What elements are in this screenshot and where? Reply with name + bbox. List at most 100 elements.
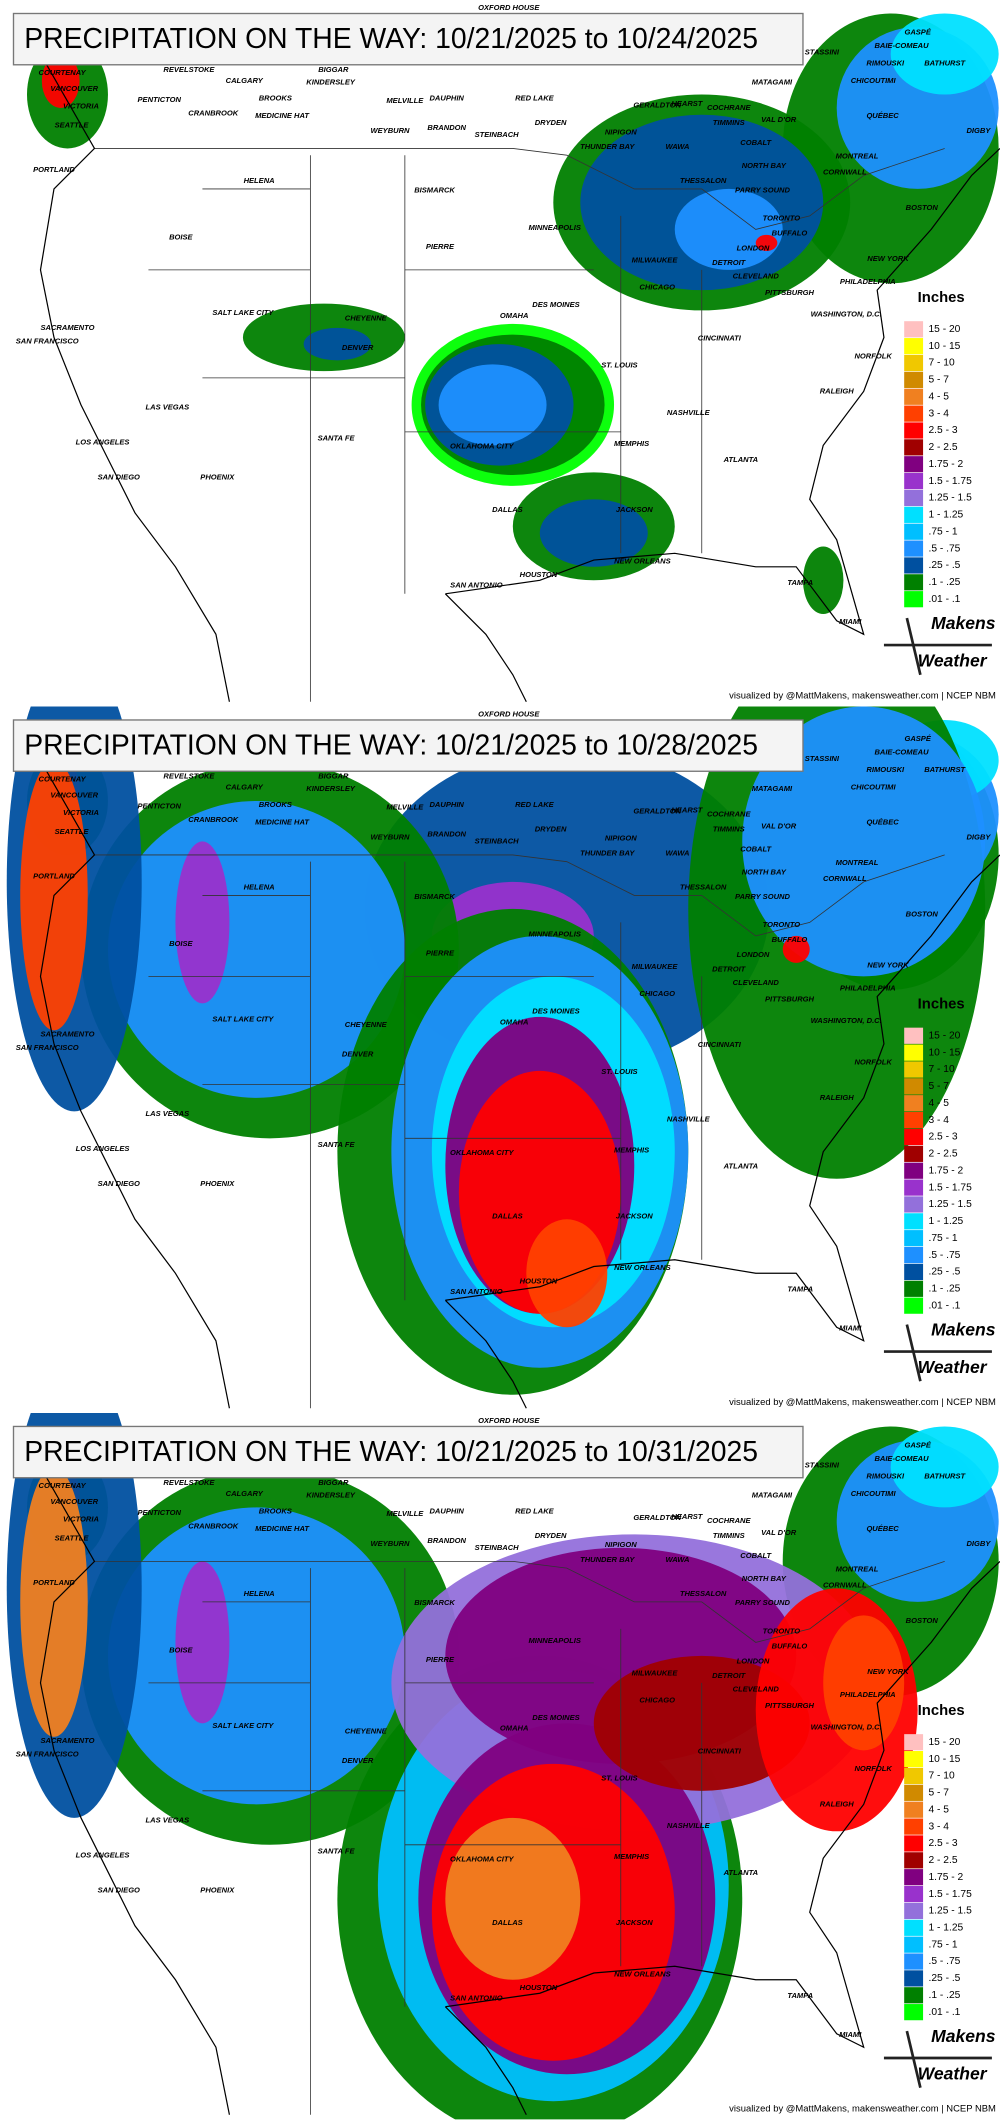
city-label: QUÉBEC [866,1524,899,1533]
city-label: COCHRANE [707,103,752,112]
city-label: STEINBACH [475,1543,520,1552]
city-label: MELVILLE [386,803,424,812]
legend-label: 3 - 4 [928,1115,949,1126]
city-label: MILWAUKEE [632,1668,679,1677]
city-label: DAUPHIN [429,800,464,809]
city-label: MILWAUKEE [632,962,679,971]
city-label: OXFORD HOUSE [478,3,540,12]
logo-top: Makens [931,1319,996,1339]
city-label: NORTH BAY [742,867,787,876]
city-label: LAS VEGAS [146,1816,190,1825]
city-label: PARRY SOUND [735,892,790,901]
city-label: CHICAGO [639,282,675,291]
city-label: PARRY SOUND [735,1598,790,1607]
precip-area [823,1615,905,1751]
city-label: LOS ANGELES [76,438,130,447]
city-label: CINCINNATI [698,1747,742,1756]
legend-label: 2.5 - 3 [928,1132,957,1143]
city-label: ATLANTA [723,1868,759,1877]
legend-label: 1.25 - 1.5 [928,1906,972,1917]
city-label: BATHURST [924,1471,966,1480]
city-label: SAN ANTONIO [450,581,503,590]
city-label: WAWA [666,849,690,858]
legend-label: .25 - .5 [928,1973,960,1984]
city-label: PITTSBURGH [765,1701,815,1710]
legend-swatch [904,388,924,405]
city-label: CHEYENNE [345,1726,388,1735]
city-label: MEDICINE HAT [255,818,310,827]
city-label: GASPÉ [904,27,931,36]
city-label: QUÉBEC [866,111,899,120]
city-label: SAN DIEGO [98,473,140,482]
legend-swatch [904,1734,924,1751]
city-label: TORONTO [763,214,801,223]
city-label: PHOENIX [200,1179,235,1188]
city-label: DES MOINES [532,1006,579,1015]
city-label: CRANBROOK [188,1521,238,1530]
city-label: CHICOUTIMI [851,1489,897,1498]
city-label: NASHVILLE [667,1114,711,1123]
city-label: THUNDER BAY [580,849,635,858]
city-label: SALT LAKE CITY [212,1015,274,1024]
legend-swatch [904,1078,924,1095]
city-label: DENVER [342,1050,374,1059]
city-label: DENVER [342,343,374,352]
city-label: LONDON [737,243,770,252]
legend-swatch [904,1027,924,1044]
city-label: WEYBURN [371,126,411,135]
city-label: DES MOINES [532,1713,579,1722]
city-label: BOISE [169,233,193,242]
coastline [39,760,1000,1409]
city-label: BUFFALO [772,1641,808,1650]
city-label: OKLAHOMA CITY [450,442,514,451]
legend-swatch [904,1885,924,1903]
city-label: NEW ORLEANS [614,556,671,565]
city-label: BROOKS [259,1506,292,1515]
city-label: NORFOLK [854,1058,892,1067]
legend-swatch [904,1297,924,1314]
city-label: VAL D'OR [761,1528,797,1537]
legend-label: 2 - 2.5 [928,1855,957,1866]
city-label: OKLAHOMA CITY [450,1148,514,1157]
legend-swatch [904,1196,924,1213]
city-label: OMAHA [500,1724,529,1733]
legend-swatch [904,1061,924,1078]
city-label: SANTA FE [318,1847,356,1856]
city-label: MELVILLE [386,96,424,105]
legend-swatch [904,1919,924,1936]
legend-label: 1.5 - 1.75 [928,1182,972,1193]
city-label: BROOKS [259,800,292,809]
legend-label: 15 - 20 [928,1030,960,1041]
city-label: ATLANTA [723,455,759,464]
legend-swatch [904,1852,924,1869]
city-label: DIGBY [966,126,991,135]
legend-label: 1 - 1.25 [928,1216,963,1227]
title-box [12,1425,804,1479]
precip-area [674,188,783,270]
city-label: GERALDTON [633,100,681,109]
city-label: MATAGAMI [752,1490,793,1499]
city-label: PHOENIX [200,473,235,482]
legend-label: 2.5 - 3 [928,425,957,436]
precip-area [107,1507,405,1805]
city-label: MEMPHIS [614,1852,649,1861]
city-label: PHILADELPHIA [840,277,896,286]
city-label: DRYDEN [535,1531,567,1540]
precip-area [438,364,547,446]
city-label: DETROIT [712,1671,747,1680]
legend-label: 1 - 1.25 [928,1923,963,1934]
legend-title: Inches [918,1703,965,1719]
city-label: HEARST [671,805,703,814]
legend-label: 1.75 - 2 [928,1165,963,1176]
legend-label: .1 - .25 [928,1284,960,1295]
city-label: MEDICINE HAT [255,111,310,120]
legend-swatch [904,574,924,591]
city-label: REVELSTOKE [163,65,215,74]
city-label: COURTENAY [39,774,87,783]
city-label: RALEIGH [820,386,855,395]
city-label: PHILADELPHIA [840,984,896,993]
city-label: WEYBURN [371,832,411,841]
city-label: STEINBACH [475,130,520,139]
city-label: SACRAMENTO [40,1029,94,1038]
city-label: CHICOUTIMI [851,782,897,791]
